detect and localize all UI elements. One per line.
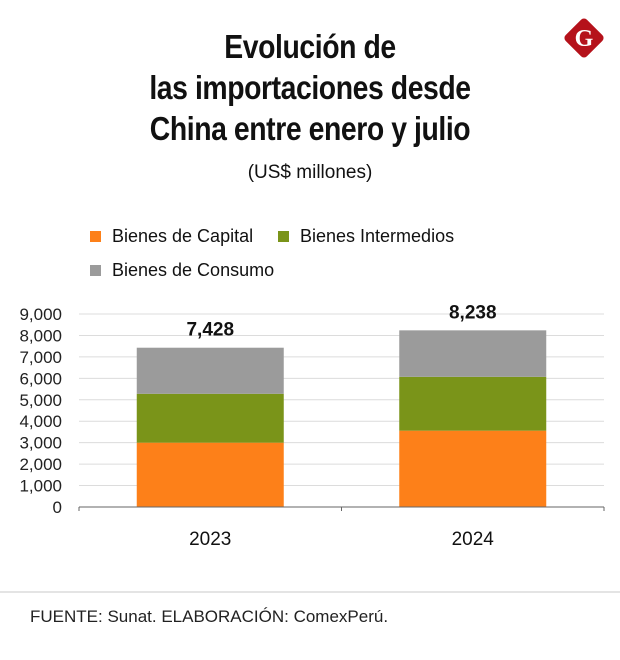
y-tick-label: 3,000 — [19, 434, 62, 453]
title-line-3: China entre enero y julio — [149, 110, 471, 147]
legend-item-capital: Bienes de Capital — [90, 226, 253, 247]
brand-logo-icon: G — [564, 18, 604, 58]
y-tick-label: 4,000 — [19, 412, 62, 431]
legend-label-capital: Bienes de Capital — [112, 226, 254, 246]
title-line-1: Evolución de — [224, 28, 396, 65]
total-label: 7,428 — [186, 320, 234, 341]
legend-swatch-intermedios — [278, 231, 289, 242]
bar-segment-bienes-de-consumo-2024 — [399, 330, 547, 377]
legend-item-intermedios: Bienes Intermedios — [278, 226, 454, 247]
bar-segment-bienes-de-capital-2023 — [136, 442, 284, 507]
legend-label-consumo: Bienes de Consumo — [112, 260, 275, 280]
bar-segment-bienes-intermedios-2023 — [136, 393, 284, 443]
x-tick-label: 2024 — [452, 529, 495, 550]
title-line-2: las importaciones desde — [149, 69, 471, 106]
logo-letter: G — [575, 26, 594, 52]
stacked-bar-chart: 0 1,000 2,000 3,000 4,000 5,000 6,000 7,000 8,00… — [19, 302, 605, 550]
y-tick-label: 0 — [53, 498, 62, 517]
legend-label-intermedios: Bienes Intermedios — [300, 226, 455, 246]
legend-swatch-capital — [90, 231, 101, 242]
y-tick-label: 9,000 — [19, 305, 62, 324]
y-tick-label: 7,000 — [19, 348, 62, 367]
y-tick-label: 1,000 — [19, 477, 62, 496]
footer-divider — [0, 591, 620, 593]
y-tick-label: 8,000 — [19, 326, 62, 345]
y-tick-label: 2,000 — [19, 455, 62, 474]
y-tick-label: 5,000 — [19, 391, 62, 410]
y-tick-label: 6,000 — [19, 369, 62, 388]
source-note: FUENTE: Sunat. ELABORACIÓN: ComexPerú. — [30, 607, 389, 626]
total-label: 8,238 — [449, 302, 497, 323]
bar-segment-bienes-de-capital-2024 — [399, 430, 547, 507]
bar-segment-bienes-de-consumo-2023 — [136, 347, 284, 394]
x-tick-label: 2023 — [189, 529, 231, 550]
legend-item-consumo: Bienes de Consumo — [90, 260, 274, 281]
chart-title: Evolución de las importaciones desde Chi… — [43, 26, 576, 149]
logo-diamond — [564, 18, 604, 58]
bar-segment-bienes-intermedios-2024 — [399, 376, 547, 431]
chart-subtitle: (US$ millones) — [247, 162, 373, 183]
legend-swatch-consumo — [90, 265, 101, 276]
